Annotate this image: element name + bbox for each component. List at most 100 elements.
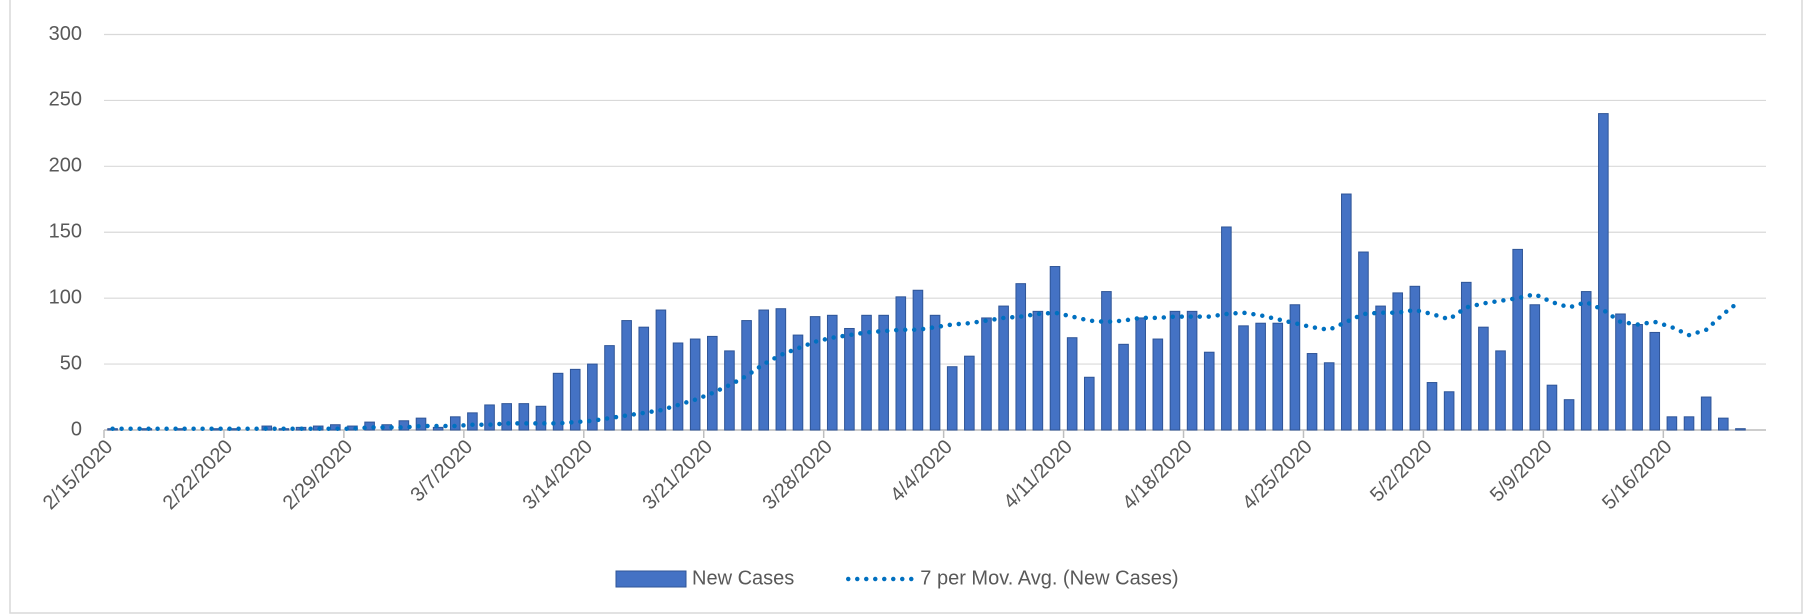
bar [1238,325,1249,431]
bar [689,338,701,431]
bar [1563,399,1575,431]
bar [1032,310,1044,431]
bar [1083,376,1095,431]
x-tick-label: 3/28/2020 [758,436,836,514]
bar [1152,338,1164,431]
x-tick-label: 5/16/2020 [1598,436,1676,514]
bar [929,314,941,431]
bar [1426,382,1438,431]
x-tick-label: 2/22/2020 [159,436,237,514]
x-tick-label: 2/15/2020 [39,436,117,514]
y-tick-label: 100 [49,286,82,308]
x-tick-label: 3/14/2020 [519,436,597,514]
bar [775,308,787,431]
bar [724,350,735,431]
bar [655,309,667,431]
bar [1169,310,1181,431]
bar [1735,428,1746,431]
bar [552,372,564,431]
x-tick-label: 3/21/2020 [639,436,717,514]
x-tick-label: 5/9/2020 [1486,436,1557,507]
bar [621,320,632,431]
bar [946,366,958,431]
chart-border [9,0,1803,614]
bar [518,403,530,431]
bar [964,355,975,431]
y-tick-label: 0 [71,418,82,440]
bar [1289,304,1301,431]
bar [449,416,461,431]
legend-swatch [615,570,687,588]
bar [535,405,547,431]
bar [1255,322,1266,431]
bar [1392,292,1404,431]
bar [501,403,512,431]
bar [1580,291,1592,431]
bar [1478,326,1489,431]
bar [1066,337,1078,431]
bar [1529,304,1541,431]
bar [330,424,341,431]
bar [1101,291,1112,431]
bar [1341,193,1352,431]
bar [912,289,924,431]
bar [1186,310,1198,431]
x-tick-label: 2/29/2020 [279,436,357,514]
bar [1049,266,1061,431]
y-tick-label: 150 [49,221,82,243]
bar [1495,350,1506,431]
bar [1272,322,1284,431]
bar [604,345,615,431]
bar [1460,281,1472,431]
y-tick-label: 250 [49,89,82,111]
bar [1632,324,1643,431]
bar [1118,343,1129,431]
bar [638,326,650,431]
bar [809,316,821,431]
bar [844,327,855,431]
legend-label: New Cases [692,567,794,589]
bar [1717,417,1729,431]
bar [1015,283,1027,431]
bar [587,363,598,431]
y-tick-label: 300 [49,23,82,45]
bar [432,426,444,431]
bar [1409,285,1421,431]
bar [1649,331,1661,431]
bar [1443,391,1455,431]
x-tick-label: 4/11/2020 [999,436,1076,513]
bar [672,342,684,431]
bar [1203,351,1215,431]
x-tick-label: 3/7/2020 [407,436,478,507]
x-tick-label: 5/2/2020 [1366,436,1437,507]
bar [1546,384,1558,431]
bar [826,314,838,431]
bar [1135,317,1146,431]
bar [895,296,907,431]
bar [569,368,581,431]
bar [1221,226,1232,431]
bar [467,412,478,431]
x-tick-label: 4/4/2020 [886,436,957,507]
bar [1666,416,1678,431]
legend-label: 7 per Mov. Avg. (New Cases) [920,567,1178,589]
bar [741,320,752,431]
bar [861,314,872,431]
bar [484,404,495,431]
bar [1375,305,1386,431]
bar [707,335,718,431]
moving-average-line [110,291,1743,431]
bar [981,317,992,431]
bar [758,309,770,431]
bar [1598,113,1609,431]
x-tick-label: 4/25/2020 [1238,436,1316,514]
bar [1323,362,1335,431]
bar [1683,416,1695,431]
y-tick-label: 200 [49,155,82,177]
bar [1358,251,1369,431]
bar [415,417,427,431]
bar [1615,313,1626,431]
bar [878,314,889,431]
bar [792,334,804,431]
